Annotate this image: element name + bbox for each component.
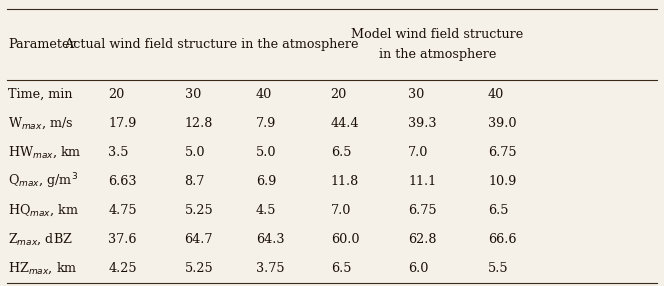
- Text: 60.0: 60.0: [331, 233, 359, 246]
- Text: 30: 30: [408, 88, 424, 101]
- Text: 6.63: 6.63: [108, 175, 137, 188]
- Text: HZ$_{max}$, km: HZ$_{max}$, km: [8, 261, 77, 276]
- Text: Model wind field structure: Model wind field structure: [351, 28, 524, 41]
- Text: 62.8: 62.8: [408, 233, 437, 246]
- Text: 6.5: 6.5: [488, 204, 509, 217]
- Text: 12.8: 12.8: [185, 117, 213, 130]
- Text: 39.0: 39.0: [488, 117, 517, 130]
- Text: 20: 20: [331, 88, 347, 101]
- Text: 40: 40: [256, 88, 272, 101]
- Text: W$_{max}$, m/s: W$_{max}$, m/s: [8, 116, 73, 131]
- Text: HW$_{max}$, km: HW$_{max}$, km: [8, 145, 82, 160]
- Text: Q$_{max}$, g/m$^3$: Q$_{max}$, g/m$^3$: [8, 172, 78, 191]
- Text: HQ$_{max}$, km: HQ$_{max}$, km: [8, 203, 79, 218]
- Text: 7.0: 7.0: [331, 204, 351, 217]
- Text: 3.5: 3.5: [108, 146, 129, 159]
- Text: 3.75: 3.75: [256, 262, 284, 275]
- Text: 39.3: 39.3: [408, 117, 437, 130]
- Text: 6.75: 6.75: [408, 204, 437, 217]
- Text: 11.1: 11.1: [408, 175, 436, 188]
- Text: 6.5: 6.5: [331, 262, 351, 275]
- Text: 17.9: 17.9: [108, 117, 137, 130]
- Text: 5.0: 5.0: [256, 146, 276, 159]
- Text: 64.7: 64.7: [185, 233, 213, 246]
- Text: 6.5: 6.5: [331, 146, 351, 159]
- Text: 7.0: 7.0: [408, 146, 429, 159]
- Text: in the atmosphere: in the atmosphere: [379, 48, 496, 61]
- Text: 5.25: 5.25: [185, 262, 213, 275]
- Text: 6.9: 6.9: [256, 175, 276, 188]
- Text: 4.5: 4.5: [256, 204, 276, 217]
- Text: 5.0: 5.0: [185, 146, 205, 159]
- Text: 30: 30: [185, 88, 201, 101]
- Text: 20: 20: [108, 88, 124, 101]
- Text: 5.5: 5.5: [488, 262, 509, 275]
- Text: 40: 40: [488, 88, 504, 101]
- Text: 66.6: 66.6: [488, 233, 517, 246]
- Text: 10.9: 10.9: [488, 175, 517, 188]
- Text: 6.75: 6.75: [488, 146, 517, 159]
- Text: 7.9: 7.9: [256, 117, 276, 130]
- Text: 44.4: 44.4: [331, 117, 359, 130]
- Text: 8.7: 8.7: [185, 175, 205, 188]
- Text: 4.75: 4.75: [108, 204, 137, 217]
- Text: Actual wind field structure in the atmosphere: Actual wind field structure in the atmos…: [64, 38, 359, 51]
- Text: 6.0: 6.0: [408, 262, 429, 275]
- Text: Time, min: Time, min: [8, 88, 72, 101]
- Text: Z$_{max}$, dBZ: Z$_{max}$, dBZ: [8, 232, 73, 247]
- Text: 5.25: 5.25: [185, 204, 213, 217]
- Text: 11.8: 11.8: [331, 175, 359, 188]
- Text: Parameter: Parameter: [8, 38, 76, 51]
- Text: 37.6: 37.6: [108, 233, 137, 246]
- Text: 4.25: 4.25: [108, 262, 137, 275]
- Text: 64.3: 64.3: [256, 233, 284, 246]
